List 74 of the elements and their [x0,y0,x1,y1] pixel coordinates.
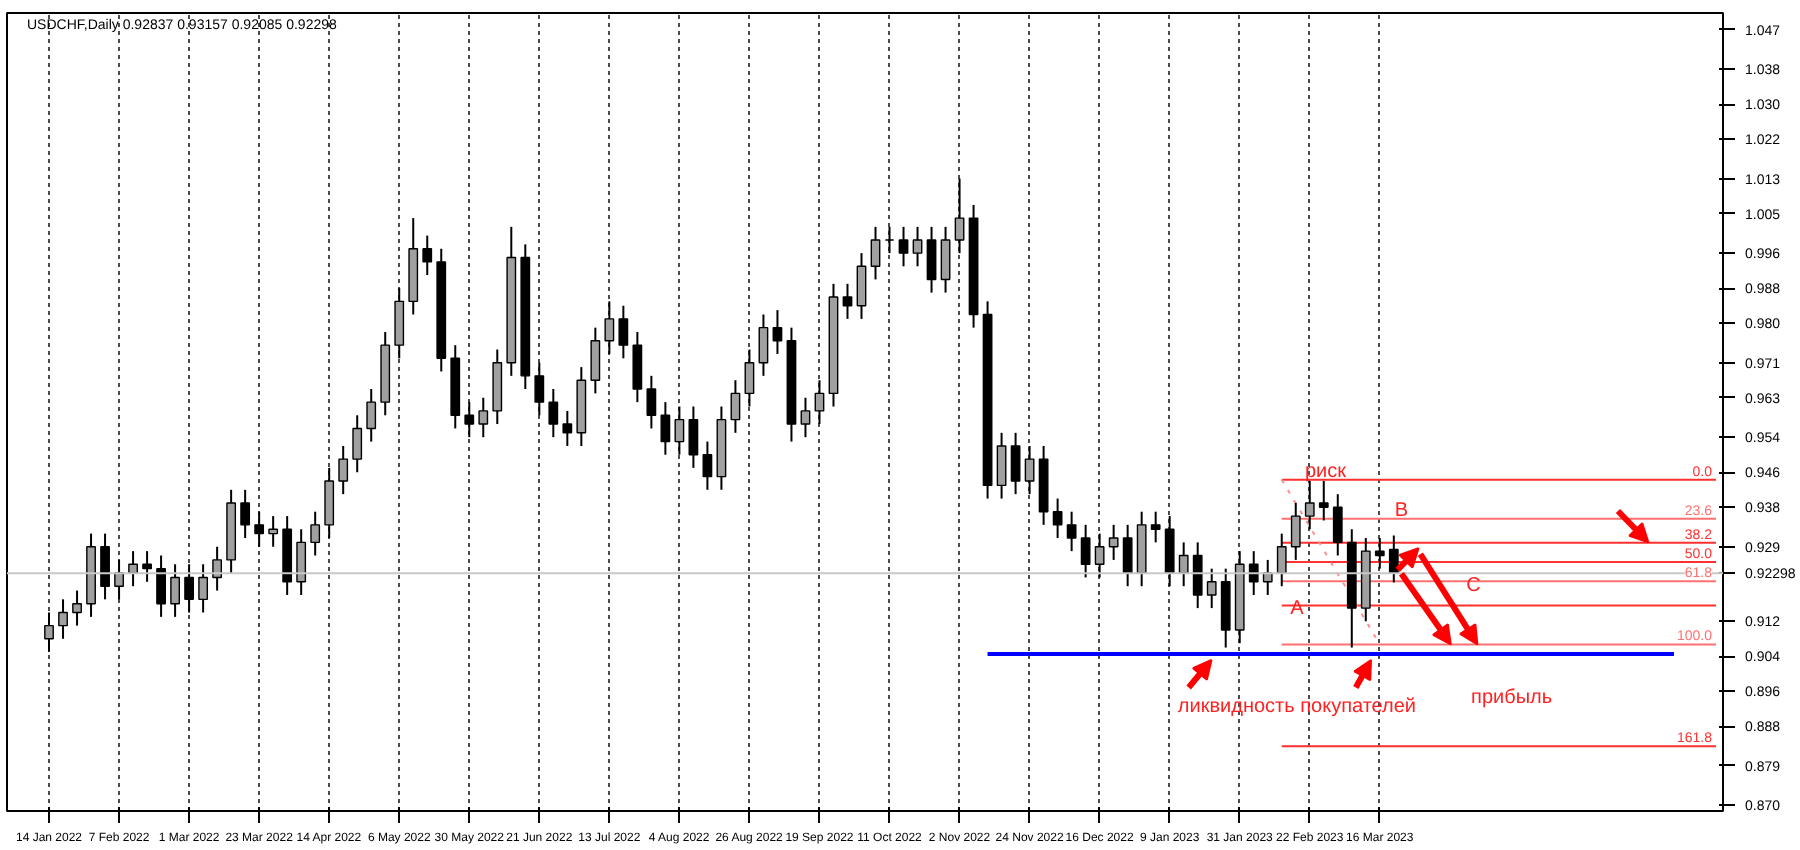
candlestick [800,396,811,439]
candlestick [604,300,615,355]
candlestick [1332,493,1343,557]
candlestick [646,374,657,430]
candlestick [534,361,545,417]
candlestick [912,225,923,268]
candlestick [114,558,124,601]
candlestick [156,554,166,618]
candlestick [464,401,475,439]
candlestick [996,431,1007,500]
candlestick [1080,523,1091,579]
candlestick [324,466,335,539]
annotation: B [1394,500,1409,523]
candlestick [940,225,951,294]
candlestick [100,532,110,601]
candlestick [254,510,265,548]
annotation: риск [1304,460,1348,483]
candlestick [72,589,82,627]
candlestick [268,515,279,548]
candlestick [1388,534,1399,584]
candlestick [618,304,629,360]
candlestick [954,177,965,255]
candlestick [730,379,741,434]
candlestick [58,598,68,640]
candlestick [1248,550,1259,596]
annotation: прибыль [1471,687,1553,710]
candlestick [478,396,489,439]
candlestick [338,444,349,496]
candlestick [310,510,321,557]
candlestick [856,252,867,320]
candlestick [1304,480,1315,531]
candlestick [590,326,601,395]
candlestick [660,401,671,456]
candlestick [198,563,209,614]
candlestick [1276,532,1287,588]
candlestick [926,225,937,294]
candlestick [184,563,195,614]
candlestick [674,405,685,456]
candlestick [632,331,643,404]
candlestick [394,287,405,360]
candlestick [1108,523,1119,561]
candlestick [758,313,769,377]
candlestick [1206,567,1217,610]
candlestick [1262,558,1273,596]
candlestick [170,563,180,618]
candlestick [422,234,433,277]
candlestick [1178,541,1189,588]
candlestick [1150,510,1161,544]
candlestick [870,225,881,281]
candlestick [1122,523,1133,588]
candlestick [1094,532,1105,579]
candlestick [352,414,363,474]
candlestick [814,379,825,426]
candlestick [240,488,251,539]
candlestick [744,348,755,408]
candlestick [1066,510,1077,553]
candlestick [842,282,853,320]
candlestick [898,225,909,268]
candlestick [1192,541,1203,610]
annotation: ликвидность покупателей [1177,696,1417,719]
candlestick [1024,444,1035,496]
candlestick [1164,515,1175,588]
candlestick [1290,501,1301,561]
candlestick [366,387,377,443]
candlestick [688,405,699,469]
candlestick [142,550,152,583]
candlestick [548,387,559,439]
candlestick [1010,431,1021,496]
candlestick [562,409,573,447]
candlestick [212,545,223,592]
candlestick [1318,480,1329,522]
candlestick [296,528,307,596]
candlestick [702,440,713,491]
candlestick [1052,497,1063,539]
